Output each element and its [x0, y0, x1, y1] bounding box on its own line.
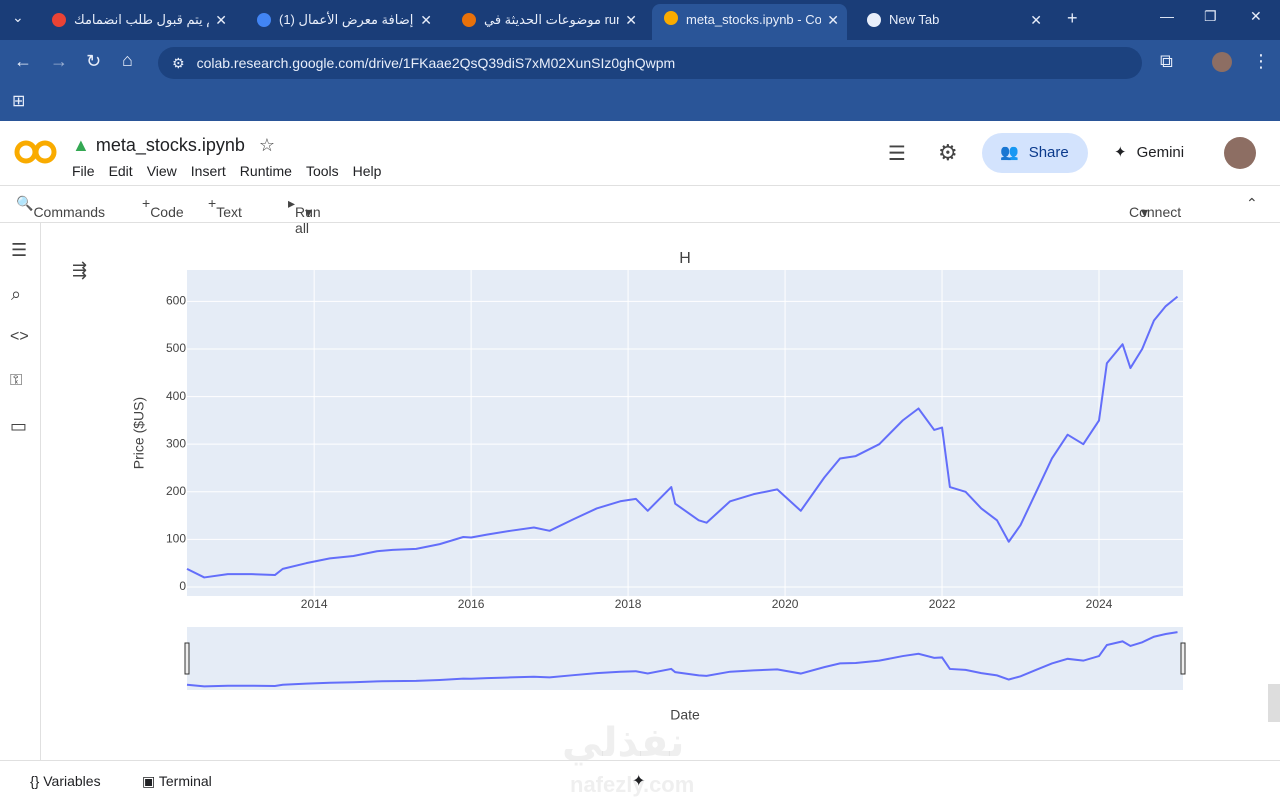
secrets[interactable]: ⚿ — [10, 372, 23, 389]
range-slider-background — [187, 627, 1183, 690]
y-tick-label: 300 — [166, 436, 186, 450]
collapse[interactable]: ⌃ — [1246, 195, 1258, 211]
files[interactable]: ▭ — [10, 416, 28, 436]
menu-item[interactable]: Tools — [305, 163, 339, 179]
y-tick-label: 600 — [166, 294, 186, 308]
tab-search[interactable]: ⌄ — [12, 9, 24, 25]
new-tab[interactable]: + — [1067, 8, 1078, 28]
bookmarks-bar: ⊞ — [0, 85, 1280, 121]
settings[interactable]: ⚙ — [938, 140, 958, 165]
x-axis-title: Date — [670, 707, 700, 723]
add-code[interactable]: + Code — [142, 195, 184, 220]
commands[interactable]: 🔍 Commands — [16, 195, 106, 220]
range-slider-line — [186, 631, 1178, 688]
home[interactable]: ⌂ — [122, 50, 133, 70]
gemini-label: Gemini — [1136, 144, 1185, 161]
menu-bar: File Edit View Insert Runtime Tools Help — [72, 163, 395, 181]
x-tick-label: 2020 — [772, 597, 799, 611]
address-bar[interactable]: ⚙ colab.research.google.com/drive/1FKaae2… — [158, 47, 1142, 79]
toc[interactable]: ☰ — [11, 240, 28, 260]
comments[interactable]: ☰ — [888, 143, 906, 165]
tab[interactable]: meta_stocks.ipynb - Colab✕ — [652, 4, 847, 40]
connect-label: Connect — [1129, 204, 1182, 220]
close[interactable]: ✕ — [1250, 8, 1262, 24]
tab-title: (1) إضافة معرض الأعمال | — [279, 12, 414, 27]
gemini-button[interactable]: ✦ Gemini — [1114, 144, 1185, 161]
file-name[interactable]: ▲ meta_stocks.ipynb ☆ — [72, 135, 276, 155]
variables-label: Variables — [43, 773, 101, 789]
sidebar: ☰ ⌕ <> ⚿ ▭ — [0, 222, 41, 760]
apps[interactable]: ⊞ — [12, 93, 26, 110]
tab[interactable]: موضوعات الحديثة في rum✕ — [450, 6, 645, 34]
back[interactable]: ← — [14, 51, 32, 71]
y-tick-label: 400 — [166, 389, 186, 403]
add-text-label: Text — [216, 204, 242, 220]
y-tick-label: 500 — [166, 341, 186, 355]
x-tick-label: 2024 — [1086, 597, 1113, 611]
extensions[interactable]: ⧉ — [1160, 51, 1173, 71]
menu-item[interactable]: Insert — [190, 163, 226, 179]
commands-label: Commands — [33, 204, 106, 220]
chart-title: H — [679, 250, 691, 267]
tab-title: لم يتم قبول طلب انضمامك — [74, 12, 209, 27]
snippets[interactable]: <> — [10, 328, 29, 345]
tab[interactable]: (1) إضافة معرض الأعمال |✕ — [245, 6, 440, 34]
reload[interactable]: ↻ — [86, 51, 102, 71]
find[interactable]: ⌕ — [11, 284, 22, 304]
scrollbar[interactable] — [1268, 684, 1280, 722]
data-line — [186, 295, 1179, 579]
y-tick-label: 100 — [166, 532, 186, 546]
x-tick-label: 2018 — [615, 597, 642, 611]
range-slider-handle[interactable] — [184, 642, 190, 675]
menu-item[interactable]: Runtime — [239, 163, 292, 179]
restore[interactable]: ❐ — [1204, 8, 1217, 24]
tab-title: New Tab — [889, 12, 940, 27]
tab[interactable]: New Tab ✕ — [855, 6, 1050, 34]
forward[interactable]: → — [50, 51, 68, 71]
minimize[interactable]: — — [1160, 8, 1174, 24]
tab-strip: ⌄ لم يتم قبول طلب انضمامك ✕ (1) إضافة معر… — [0, 0, 1280, 40]
share-label: Share — [1028, 144, 1069, 161]
y-tick-label: 0 — [179, 579, 186, 593]
y-axis-title: Price ($US) — [131, 397, 147, 469]
tab-title: meta_stocks.ipynb - Colab — [686, 12, 821, 27]
avatar[interactable] — [1224, 137, 1256, 169]
range-slider-handle[interactable] — [1180, 642, 1186, 675]
tab-title: موضوعات الحديثة في rum — [484, 12, 619, 27]
run-all-label: Run all — [295, 204, 321, 236]
gemini-spark[interactable]: ✦ — [632, 773, 646, 790]
watermark-url: nafezly.com — [570, 772, 695, 797]
tab[interactable]: لم يتم قبول طلب انضمامك ✕ — [40, 6, 235, 34]
share-button[interactable]: 👥 Share — [982, 133, 1088, 173]
profile[interactable] — [1212, 52, 1232, 72]
menu-item[interactable]: View — [146, 163, 177, 179]
watermark: نفذلي — [562, 721, 685, 765]
y-tick-label: 200 — [166, 484, 186, 498]
menu-item[interactable]: File — [72, 163, 95, 179]
colab-logo — [14, 140, 57, 164]
menu[interactable]: ⋮ — [1252, 51, 1270, 71]
x-tick-label: 2014 — [301, 597, 328, 611]
variables[interactable]: {} Variables — [30, 773, 101, 789]
plot-background — [187, 270, 1183, 596]
x-tick-label: 2016 — [458, 597, 485, 611]
bottom-bar: {} Variables ▣ Terminal ✦ — [0, 760, 1280, 801]
add-text[interactable]: + Text — [208, 195, 242, 220]
x-tick-label: 2022 — [929, 597, 956, 611]
terminal[interactable]: ▣ Terminal — [142, 773, 212, 789]
file-name-text: meta_stocks.ipynb — [95, 135, 245, 155]
url: colab.research.google.com/drive/1FKaae2Q… — [196, 55, 676, 71]
terminal-label: Terminal — [158, 773, 212, 789]
colab-header: ▲ meta_stocks.ipynb ☆ File Edit View Insert Ru… — [0, 121, 1280, 185]
output-toggle[interactable]: ⇶ — [72, 260, 88, 280]
command-bar: 🔍 Commands + Code + Text ▸ Run all ▾ Con… — [0, 185, 1280, 236]
menu-item[interactable]: Edit — [108, 163, 133, 179]
run-all[interactable]: ▸ Run all ▾ — [288, 195, 321, 236]
menu-item[interactable]: Help — [352, 163, 382, 179]
add-code-label: Code — [150, 204, 184, 220]
chart: 0 100 200 300 400 500 600 2014 2016 2018 2020 2022 2… — [131, 250, 1186, 723]
